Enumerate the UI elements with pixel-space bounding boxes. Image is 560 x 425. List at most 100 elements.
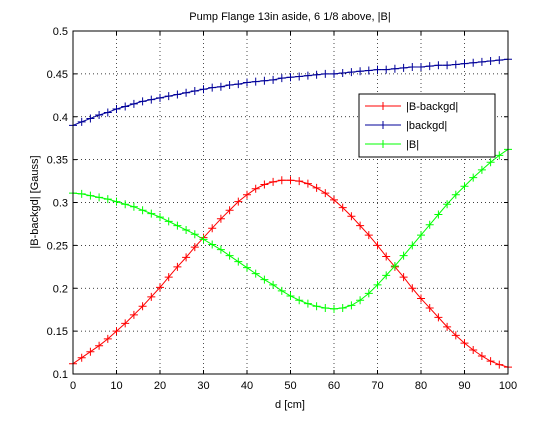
data-point <box>129 202 138 211</box>
data-point <box>390 64 399 73</box>
data-point <box>190 87 199 96</box>
legend-label: |backgd| <box>406 120 447 132</box>
data-point <box>477 165 486 174</box>
data-point <box>286 176 295 185</box>
data-point <box>182 225 191 234</box>
data-point <box>190 230 199 239</box>
data-point <box>295 177 304 186</box>
data-point <box>77 189 86 198</box>
data-point <box>208 224 217 233</box>
data-point <box>382 65 391 74</box>
data-point <box>138 97 147 106</box>
data-point <box>382 271 391 280</box>
data-point <box>216 82 225 91</box>
y-tick-label: 0.3 <box>53 198 68 210</box>
data-point <box>182 88 191 97</box>
data-point <box>243 78 251 87</box>
data-point <box>199 235 208 244</box>
data-point <box>234 80 243 89</box>
data-point <box>477 57 486 66</box>
data-point <box>338 303 347 312</box>
data-point <box>208 83 217 92</box>
data-point <box>121 319 130 328</box>
data-point <box>312 302 321 311</box>
data-point <box>173 90 182 99</box>
data-point <box>95 341 104 350</box>
ticks: 0 10 20 30 40 50 60 70 80 90 100 0.1 0.15 0.2 0.25 0.3 0… <box>47 26 518 392</box>
data-point <box>382 252 391 261</box>
y-tick-label: 0.35 <box>47 155 68 167</box>
data-point <box>460 339 469 348</box>
legend-marker <box>379 121 387 129</box>
data-point <box>417 294 425 303</box>
data-point <box>112 105 121 114</box>
data-point <box>277 176 286 185</box>
data-point <box>373 65 382 74</box>
data-point <box>243 190 251 199</box>
data-point <box>260 76 269 85</box>
data-point <box>486 158 495 167</box>
data-point <box>112 197 121 206</box>
data-point <box>147 292 156 301</box>
data-point <box>321 69 330 78</box>
data-point <box>486 357 495 366</box>
data-point <box>443 322 452 331</box>
y-tick-label: 0.25 <box>47 240 68 252</box>
data-point <box>469 58 478 67</box>
data-point <box>399 273 408 282</box>
data-point <box>164 273 173 282</box>
data-point <box>95 193 104 202</box>
chart-title: Pump Flange 13in aside, 6 1/8 above, |B| <box>189 11 390 23</box>
data-point <box>295 72 304 81</box>
x-axis-label: d [cm] <box>275 399 305 411</box>
data-point <box>77 353 86 362</box>
data-point <box>103 108 112 117</box>
data-point <box>129 99 138 108</box>
data-point <box>399 63 408 72</box>
data-point <box>251 77 260 86</box>
data-point <box>303 299 312 308</box>
data-point <box>121 200 130 209</box>
legend-label: |B| <box>406 139 419 151</box>
data-point <box>364 231 373 240</box>
data-point <box>425 62 434 71</box>
data-point <box>399 251 408 260</box>
data-point <box>156 283 164 292</box>
series-layer <box>69 55 512 372</box>
data-point <box>164 92 173 101</box>
data-point <box>356 67 365 76</box>
data-point <box>121 102 130 111</box>
data-point <box>173 262 182 271</box>
data-point <box>408 63 417 72</box>
data-point <box>364 66 373 75</box>
data-point <box>347 212 356 221</box>
data-point <box>321 189 330 198</box>
data-point <box>199 85 208 94</box>
y-tick-label: 0.45 <box>47 69 68 81</box>
data-point <box>103 334 112 343</box>
x-tick-label: 40 <box>241 380 253 392</box>
data-point <box>269 177 278 186</box>
data-point <box>216 214 225 223</box>
data-point <box>173 221 182 230</box>
data-point <box>330 195 338 204</box>
data-point <box>495 151 504 160</box>
data-point <box>434 313 443 322</box>
data-point <box>86 191 95 200</box>
data-point <box>243 263 251 272</box>
data-point <box>286 73 295 82</box>
data-point <box>338 69 347 78</box>
data-point <box>86 114 95 123</box>
x-tick-label: 30 <box>197 380 209 392</box>
data-point <box>469 173 478 182</box>
data-point <box>460 182 469 191</box>
data-point <box>417 63 425 72</box>
data-point <box>234 197 243 206</box>
data-point <box>303 179 312 188</box>
data-point <box>286 291 295 300</box>
series-2 <box>69 55 512 130</box>
data-point <box>147 95 156 104</box>
data-point <box>477 351 486 360</box>
data-point <box>138 302 147 311</box>
x-tick-label: 50 <box>284 380 296 392</box>
